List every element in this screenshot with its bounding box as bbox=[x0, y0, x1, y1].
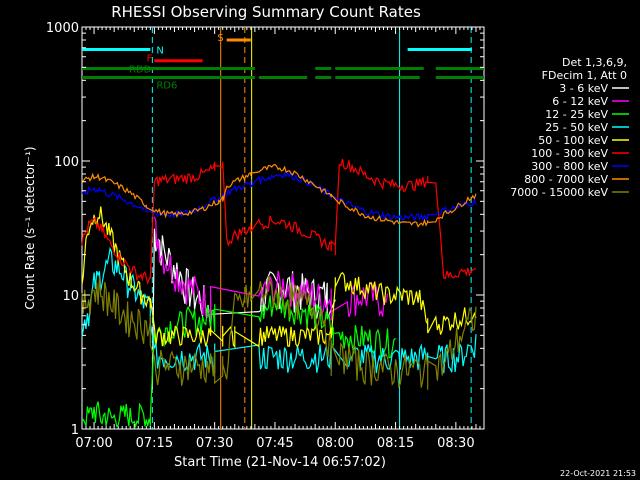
series-line-6-12-kev bbox=[153, 216, 389, 321]
x-tick-label: 08:00 bbox=[317, 436, 354, 451]
legend-entry: 300 - 800 keV bbox=[531, 160, 608, 173]
legend-entry: 12 - 25 keV bbox=[545, 108, 608, 121]
legend-header: FDecim 1, Att 0 bbox=[542, 69, 627, 82]
flags-layer: NF S RDD RD6 bbox=[82, 33, 484, 91]
legend-entry: 6 - 12 keV bbox=[552, 95, 608, 108]
series-line-300-800-kev bbox=[81, 170, 477, 222]
legend-entry: 50 - 100 keV bbox=[538, 134, 608, 147]
x-tick-label: 07:15 bbox=[136, 436, 173, 451]
series-line-25-50-kev bbox=[81, 246, 477, 374]
series-line-7000-15000-kev bbox=[81, 275, 477, 390]
x-axis: 07:00 07:15 07:30 07:45 08:00 08:15 08:30 bbox=[75, 27, 485, 451]
series-layer bbox=[81, 158, 477, 429]
y-axis: 1 10 100 1000 bbox=[46, 21, 484, 438]
x-tick-label: 08:30 bbox=[437, 436, 474, 451]
legend-entry: 7000 - 15000 keV bbox=[510, 186, 608, 199]
legend-entry: 25 - 50 keV bbox=[545, 121, 608, 134]
y-tick-label: 10 bbox=[62, 289, 79, 304]
x-tick-label: 08:15 bbox=[377, 436, 414, 451]
chart-title: RHESSI Observing Summary Count Rates bbox=[111, 3, 421, 21]
series-line-50-100-kev bbox=[81, 206, 477, 349]
flag-label-n: N bbox=[156, 45, 163, 56]
x-axis-label: Start Time (21-Nov-14 06:57:02) bbox=[174, 455, 386, 470]
series-line-100-300-kev bbox=[81, 158, 477, 286]
y-tick-label: 1000 bbox=[46, 21, 79, 36]
y-tick-label: 1 bbox=[71, 423, 79, 438]
legend-entry: 3 - 6 keV bbox=[559, 82, 608, 95]
legend-entry: 800 - 7000 keV bbox=[524, 173, 608, 186]
timestamp: 22-Oct-2021 21:53 bbox=[560, 469, 636, 478]
series-line-800-7000-kev bbox=[81, 163, 477, 228]
flag-label-f: F bbox=[147, 54, 153, 65]
flag-label-rdd: RDD bbox=[129, 65, 152, 76]
x-tick-label: 07:00 bbox=[75, 436, 112, 451]
legend-entry: 100 - 300 keV bbox=[531, 147, 608, 160]
series-line-12-25-kev bbox=[81, 292, 396, 429]
flag-label-rd6: RD6 bbox=[156, 80, 177, 91]
flag-label-s: S bbox=[217, 33, 223, 44]
x-tick-label: 07:30 bbox=[196, 436, 233, 451]
y-tick-label: 100 bbox=[54, 155, 79, 170]
x-tick-label: 07:45 bbox=[256, 436, 293, 451]
y-axis-label: Count Rate (s⁻¹ detector⁻¹) bbox=[23, 146, 37, 309]
legend-header: Det 1,3,6,9, bbox=[562, 56, 627, 69]
